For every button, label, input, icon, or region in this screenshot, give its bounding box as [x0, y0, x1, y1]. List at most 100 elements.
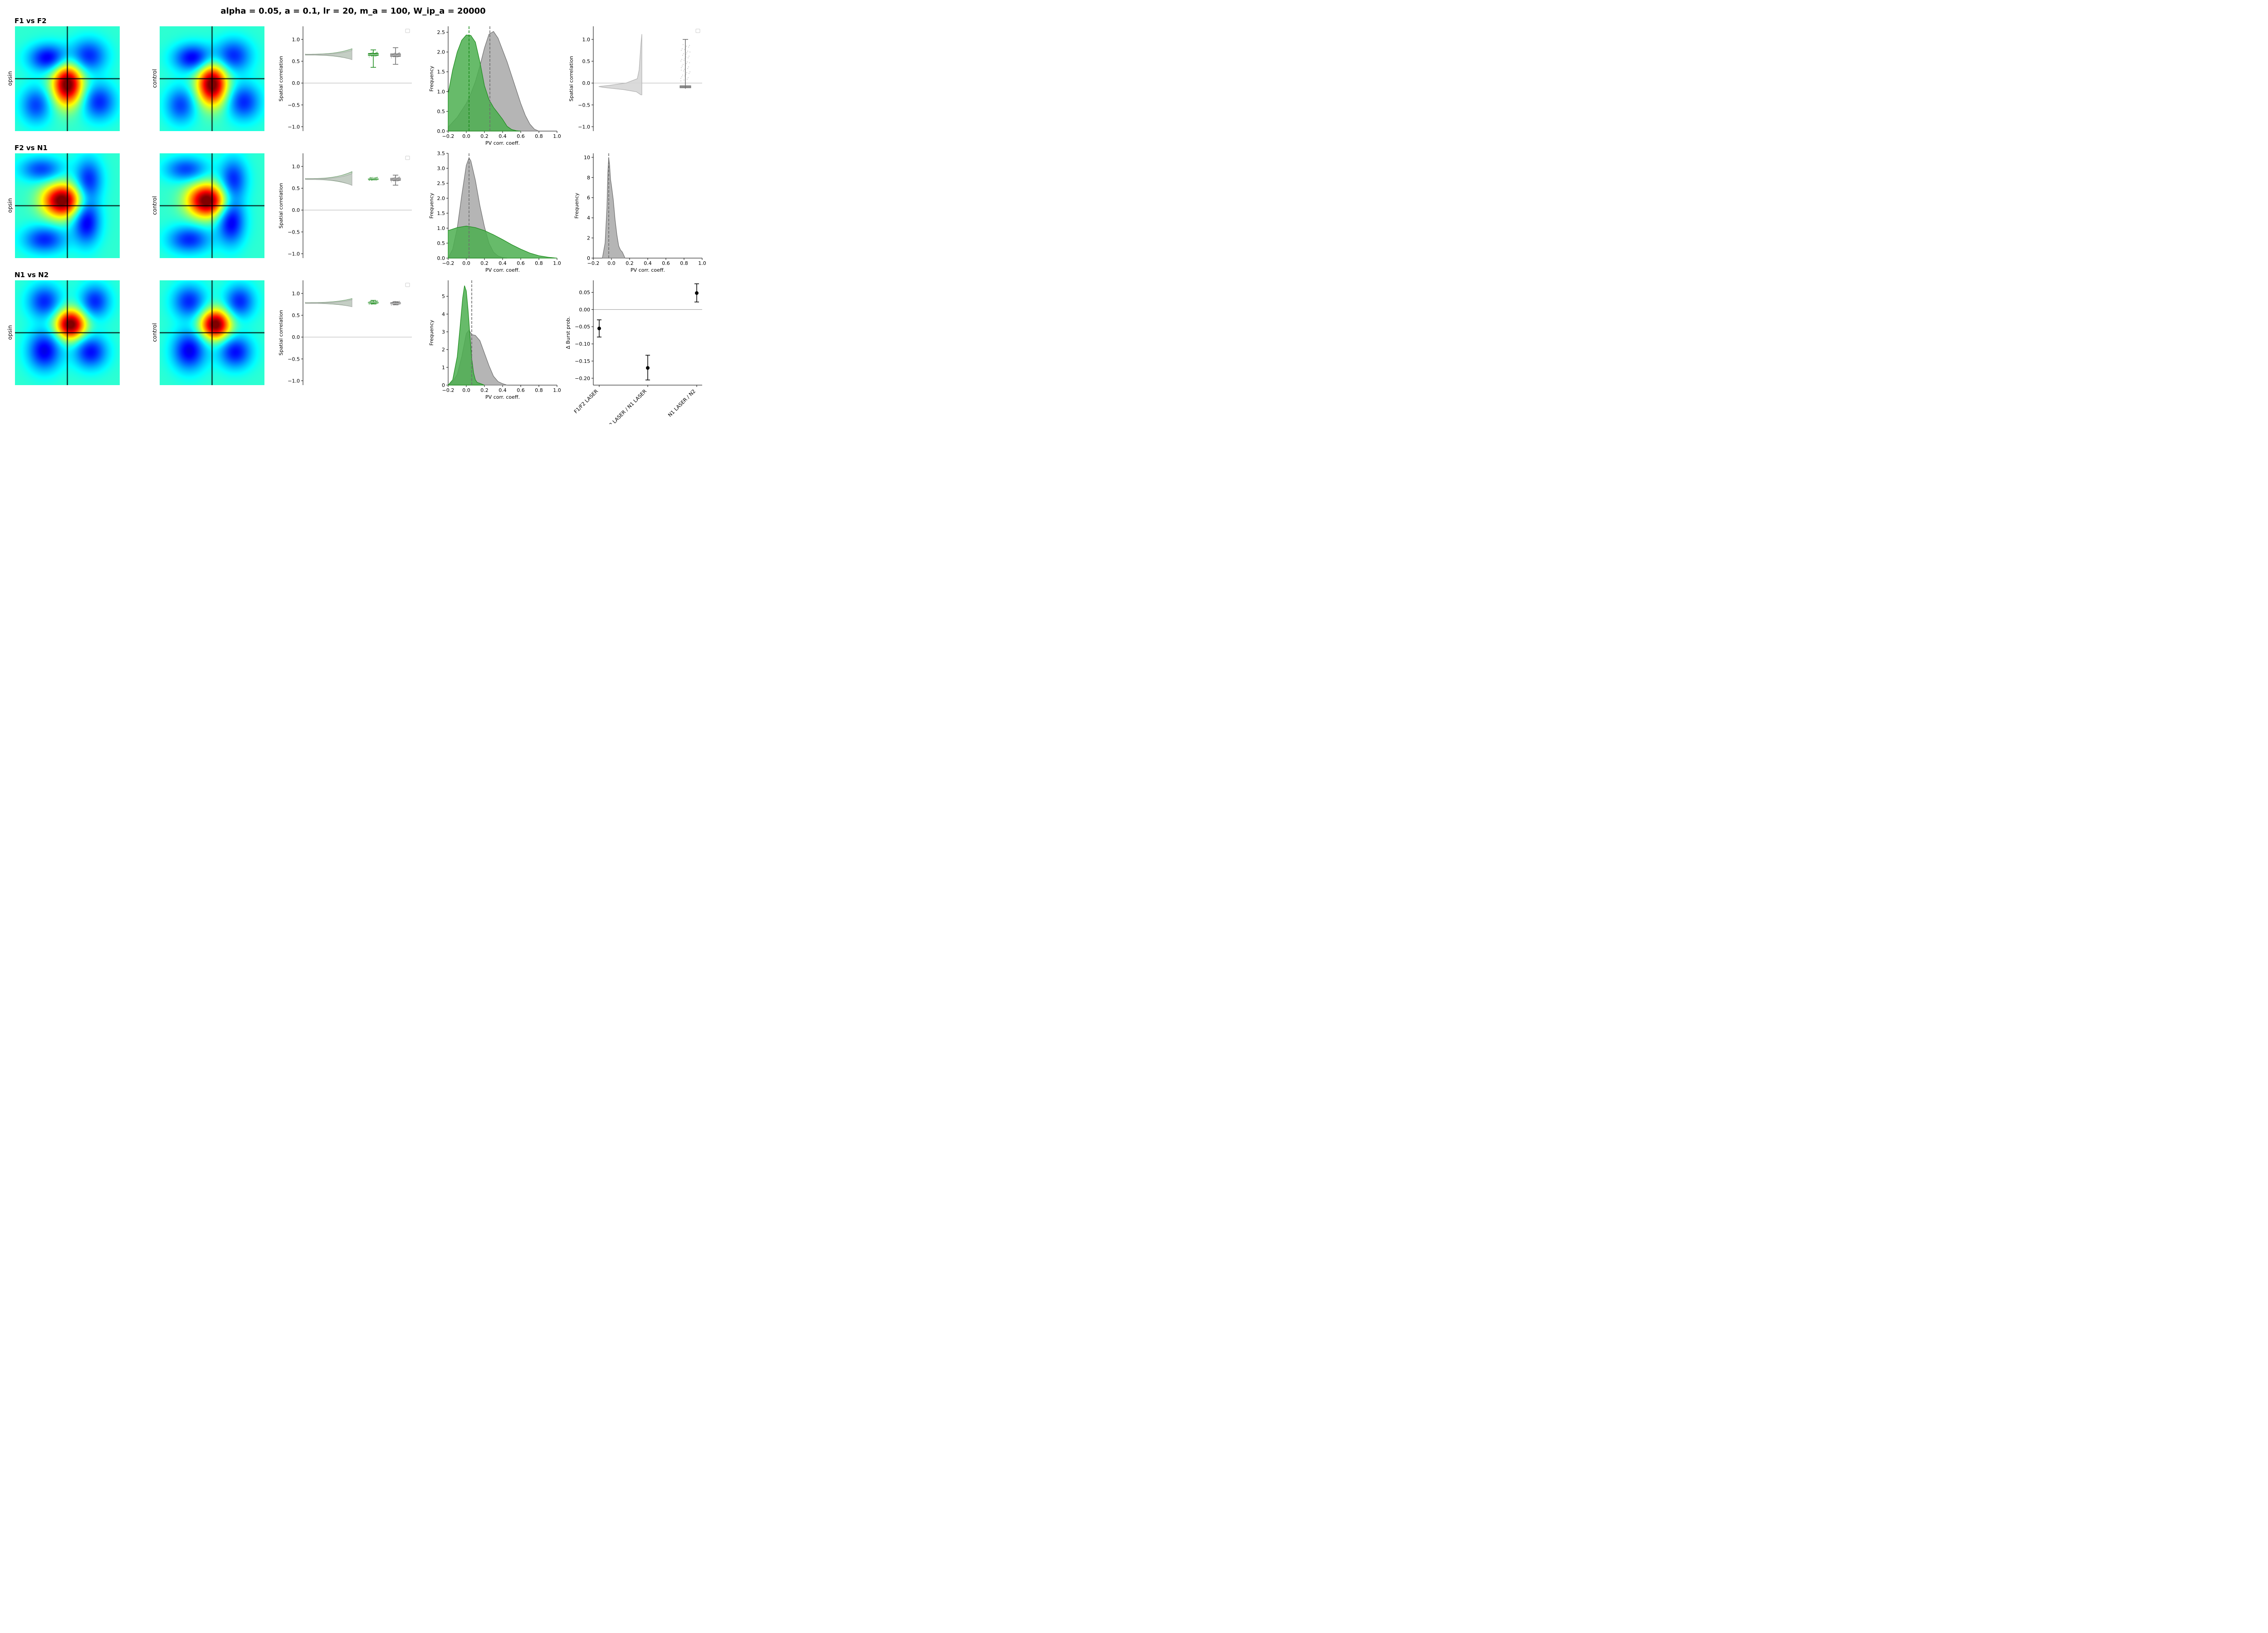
data-point: [682, 54, 684, 56]
data-point: [685, 63, 687, 64]
y-axis-label: Δ Burst prob.: [565, 316, 571, 349]
data-point: [375, 179, 377, 181]
y-tick-label: −0.5: [288, 102, 300, 108]
legend-box: [405, 283, 410, 287]
row-title-3: N1 vs N2: [15, 271, 49, 279]
x-tick-label: 0.2: [626, 260, 634, 266]
data-point: [374, 177, 376, 178]
x-tick-label: 0.6: [517, 133, 525, 139]
y-tick-label: 0.5: [437, 240, 445, 246]
y-axis-label: Spatial correlation: [278, 183, 284, 228]
data-point: [372, 176, 374, 178]
data-point: [399, 176, 401, 178]
y-tick-label: 0.5: [292, 59, 300, 64]
y-tick-label: 1.0: [437, 225, 445, 231]
x-tick-label: −0.2: [442, 260, 455, 266]
x-tick-label: 0.6: [662, 260, 670, 266]
heatmap-opsin-row2: [15, 153, 120, 258]
x-tick-label: 1.0: [698, 260, 706, 266]
data-point: [681, 48, 683, 49]
y-tick-label: 3.5: [437, 151, 445, 156]
y-tick-label: −0.20: [575, 376, 590, 381]
y-tick-label: 6: [587, 195, 590, 201]
y-tick-label: 2.0: [437, 49, 445, 55]
box-opsin: [368, 176, 379, 181]
y-tick-label: 0.05: [579, 290, 591, 296]
box-opsin: [368, 49, 379, 68]
x-axis-label: PV corr. coeff.: [485, 394, 520, 400]
y-tick-label: 0.0: [292, 207, 300, 213]
x-tick-label: 0.0: [462, 260, 470, 266]
data-point: [687, 57, 689, 59]
heatmap-control-row1: [160, 26, 264, 131]
data-point: [398, 301, 400, 302]
data-point: [375, 177, 377, 179]
x-tick-label: F1/F2 LASER: [573, 388, 599, 415]
y-axis-label: Spatial correlation: [568, 56, 574, 101]
data-point: [689, 51, 691, 53]
y-tick-label: −0.15: [575, 358, 590, 364]
y-tick-label: 2.5: [437, 29, 445, 35]
y-tick-label: 0.0: [582, 80, 591, 86]
x-tick-label: F2 LASER / N1 LASER: [606, 388, 648, 424]
x-tick-label: −0.2: [442, 133, 455, 139]
kde-opsin: [447, 285, 485, 386]
data-point: [683, 70, 684, 72]
y-axis-label: Spatial correlation: [278, 56, 284, 101]
data-point: [396, 56, 398, 58]
kde-opsin: [448, 225, 557, 259]
y-axis-label: Frequency: [429, 66, 435, 92]
box: [679, 85, 691, 88]
y-tick-label: 5: [442, 293, 445, 299]
data-point: [646, 366, 650, 370]
x-tick-label: 0.4: [499, 387, 507, 393]
data-point: [376, 176, 378, 178]
data-point: [370, 301, 371, 302]
y-tick-label: 2: [442, 347, 445, 353]
data-point: [687, 68, 689, 69]
data-point: [399, 52, 401, 54]
y-tick-label: 0.5: [292, 186, 300, 191]
data-point: [376, 300, 378, 302]
data-point: [368, 180, 370, 181]
data-point: [376, 177, 377, 179]
data-point: [376, 52, 378, 53]
x-axis-label: PV corr. coeff.: [485, 267, 520, 273]
data-point: [689, 71, 691, 73]
data-point: [682, 64, 684, 65]
data-point: [371, 179, 372, 181]
data-point: [391, 57, 392, 59]
y-tick-label: −0.10: [575, 341, 590, 347]
y-tick-label: 1.0: [292, 164, 300, 170]
data-point: [680, 60, 682, 62]
data-point: [680, 67, 682, 68]
x-tick-label: 0.2: [480, 133, 489, 139]
y-tick-label: 1.5: [437, 210, 445, 216]
violin-control: [598, 34, 642, 95]
data-point: [688, 66, 689, 68]
y-tick-label: 0.0: [437, 255, 445, 261]
data-point: [597, 327, 601, 331]
data-point: [376, 300, 378, 302]
data-point: [391, 304, 392, 306]
x-tick-label: 0.0: [607, 260, 616, 266]
data-point: [371, 301, 373, 302]
x-axis-label: PV corr. coeff.: [631, 267, 665, 273]
x-tick-label: 1.0: [553, 133, 561, 139]
heatmap-control-row2: [160, 153, 264, 258]
data-point: [688, 46, 689, 48]
y-tick-label: 0: [442, 382, 445, 388]
x-tick-label: −0.2: [587, 260, 600, 266]
y-tick-label: −1.0: [288, 251, 300, 257]
x-tick-label: −0.2: [442, 387, 455, 393]
x-tick-label: N1 LASER / N2: [667, 388, 697, 418]
data-point: [398, 52, 400, 54]
data-point: [684, 49, 685, 50]
plots-svg: −1.0 −0.5 0.0 0.5 1.0 Spatial correlation 0.0 0…: [278, 26, 706, 424]
legend-box: [405, 156, 410, 160]
data-point: [683, 53, 684, 54]
data-point: [374, 55, 376, 57]
row-title-1: F1 vs F2: [15, 17, 47, 25]
y-tick-label: −0.05: [575, 324, 590, 330]
data-point: [399, 301, 401, 303]
